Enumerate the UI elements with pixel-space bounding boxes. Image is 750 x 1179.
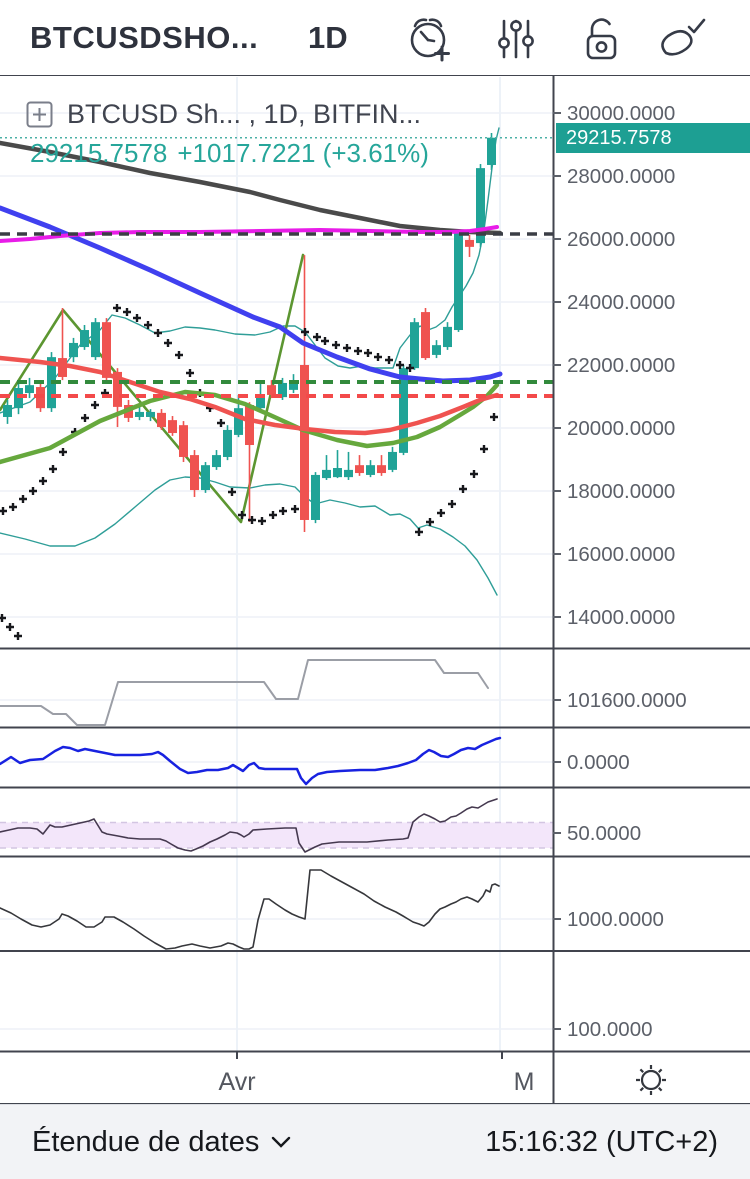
svg-text:14000.0000: 14000.0000 [567,606,675,629]
svg-text:18000.0000: 18000.0000 [567,480,675,503]
lock-open-icon[interactable] [572,9,630,67]
timeframe-button[interactable]: 1D [308,20,348,55]
svg-text:Avr: Avr [218,1068,255,1096]
legend-row[interactable]: BTCUSD Sh... , 1D, BITFIN... [26,99,421,130]
symbol-title[interactable]: BTCUSDSHO... [30,20,259,55]
svg-text:20000.0000: 20000.0000 [567,417,675,440]
svg-text:24000.0000: 24000.0000 [567,291,675,314]
ma-red [0,355,500,436]
date-range-button[interactable]: Étendue de dates [32,1126,291,1159]
chart-canvas[interactable]: 30000.0000 28000.0000 26000.0000 24000.0000… [0,74,750,1105]
legend-symbol-text: BTCUSD Sh... , 1D, BITFIN... [67,99,422,129]
legend-last-price: 29215.7578 [30,138,168,168]
svg-text:28000.0000: 28000.0000 [567,165,675,188]
bottom-toolbar: Étendue de dates 15:16:32 (UTC+2) [0,1104,750,1179]
ma-blue [0,205,503,384]
current-price-badge: 29215.7578 [556,123,750,153]
svg-text:1000.0000: 1000.0000 [567,908,664,931]
legend-price-row: 29215.7578 +1017.7221 (+3.61%) [30,138,429,169]
date-range-label: Étendue de dates [32,1125,260,1158]
chart-header: BTCUSDSHO... 1D [0,0,750,75]
alarm-add-icon[interactable] [400,9,458,67]
pane-3-line [0,736,502,786]
svg-text:100.0000: 100.0000 [567,1018,653,1041]
clock-utc-label[interactable]: 15:16:32 (UTC+2) [485,1125,718,1158]
theme-sun-icon[interactable] [636,1065,666,1095]
bb-upper [0,127,500,414]
expand-plus-icon[interactable] [26,101,53,128]
time-axis[interactable]: Avr M [218,1052,534,1096]
svg-text:50.0000: 50.0000 [567,822,641,845]
svg-text:101600.0000: 101600.0000 [567,689,687,712]
sliders-icon[interactable] [487,9,545,67]
svg-text:16000.0000: 16000.0000 [567,543,675,566]
candles [3,133,496,532]
brush-check-icon[interactable] [652,9,710,67]
price-axis[interactable]: 30000.0000 28000.0000 26000.0000 24000.0000… [553,102,687,1041]
ma-black [0,140,503,236]
ma-magenta [0,225,499,243]
svg-text:0.0000: 0.0000 [567,751,630,774]
chevron-down-icon [272,1136,291,1148]
ma-green [0,382,500,465]
oscillator-band [0,821,553,849]
pane-2-line [0,659,489,726]
pane-5-line [0,869,500,950]
svg-text:30000.0000: 30000.0000 [567,102,675,125]
svg-text:22000.0000: 22000.0000 [567,354,675,377]
svg-text:26000.0000: 26000.0000 [567,228,675,251]
svg-text:M: M [514,1068,535,1096]
legend-change: +1017.7221 (+3.61%) [177,138,429,168]
pane-4-line [0,798,498,853]
